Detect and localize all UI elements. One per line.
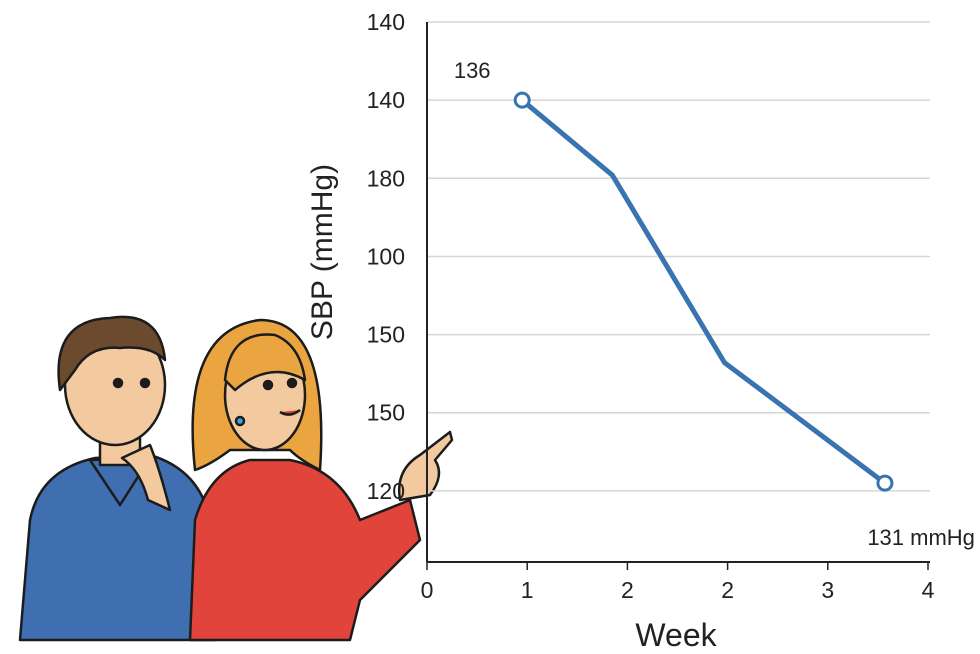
- y-axis-label: SBP (mmHg): [306, 164, 339, 340]
- y-tick-label: 150: [367, 322, 405, 348]
- x-tick-label: 2: [721, 577, 734, 603]
- x-axis-label: Week: [635, 617, 717, 653]
- x-tick-label: 0: [421, 577, 434, 603]
- x-tick-label: 2: [621, 577, 634, 603]
- y-tick-label: 150: [367, 400, 405, 426]
- y-tick-label: 100: [367, 243, 405, 269]
- series-line: [520, 98, 887, 486]
- y-tick-label: 140: [367, 9, 405, 35]
- x-tick-label: 1: [521, 577, 534, 603]
- illustration: [18, 315, 454, 642]
- x-tick-label: 4: [922, 577, 935, 603]
- y-tick-label: 180: [367, 165, 405, 191]
- y-tick-label: 140: [367, 87, 405, 113]
- value-label: 136: [454, 58, 491, 83]
- x-tick-label: 3: [821, 577, 834, 603]
- point-marker: [513, 91, 531, 109]
- value-label: 131 mmHg: [867, 525, 975, 550]
- point-marker: [876, 474, 894, 492]
- y-tick-label: 120: [367, 478, 405, 504]
